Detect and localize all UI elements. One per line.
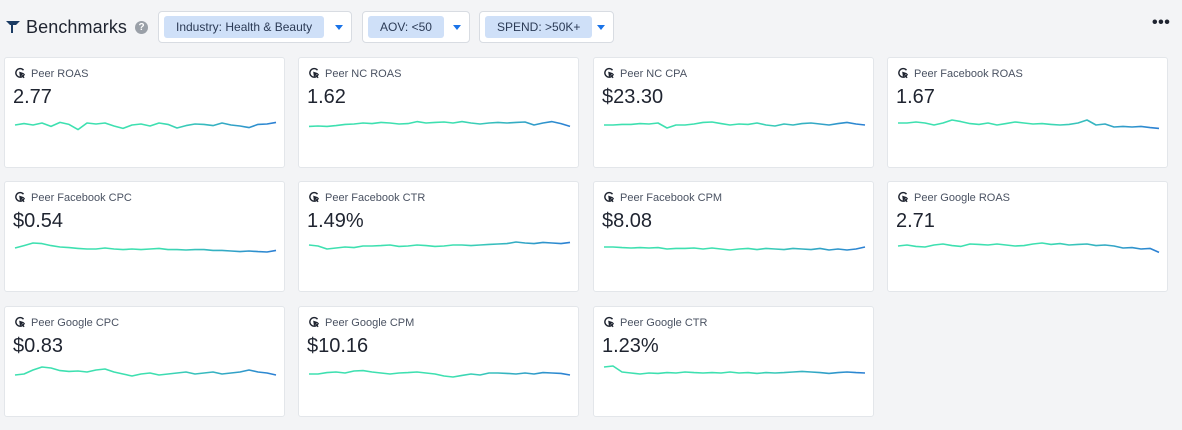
peer-benchmark-icon: [604, 316, 614, 328]
sparkline-series: [604, 246, 866, 251]
header-bar: Benchmarks ? Industry: Health & Beauty A…: [0, 0, 1182, 56]
peer-benchmark-icon: [15, 191, 25, 203]
metric-card[interactable]: Peer Facebook CPC $0.54: [4, 181, 285, 292]
sparkline-chart: [308, 120, 571, 128]
sparkline-chart: [604, 121, 866, 129]
peer-benchmark-icon: [604, 191, 614, 203]
chevron-down-icon[interactable]: [453, 25, 461, 30]
metric-card[interactable]: Peer Google CTR 1.23%: [593, 306, 874, 417]
filter-aov[interactable]: AOV: <50: [362, 11, 470, 43]
peer-benchmark-icon: [604, 67, 614, 79]
peer-benchmark-icon: [309, 191, 319, 203]
metric-value: $10.16: [307, 335, 369, 357]
sparkline-chart: [898, 119, 1160, 130]
more-options-icon[interactable]: •••: [1152, 14, 1171, 31]
sparkline-chart: [897, 242, 1160, 254]
sparkline-chart: [14, 242, 277, 253]
sparkline-chart: [14, 366, 277, 377]
page-title: Benchmarks: [26, 17, 128, 37]
filter-aov-label: AOV: <50: [368, 16, 444, 38]
metric-card[interactable]: Peer NC ROAS 1.62: [298, 57, 579, 168]
sparkline-chart: [604, 246, 866, 251]
chevron-down-icon[interactable]: [597, 25, 605, 30]
metric-label: Peer Google CPM: [325, 317, 415, 329]
help-icon[interactable]: ?: [135, 21, 148, 34]
metric-card[interactable]: Peer NC CPA $23.30: [593, 57, 874, 168]
metric-label: Peer Facebook CTR: [325, 192, 426, 204]
peer-benchmark-icon: [309, 67, 319, 79]
metric-card[interactable]: Peer Google CPC $0.83: [4, 306, 285, 417]
metric-value: 1.49%: [307, 210, 364, 232]
metric-label: Peer Facebook ROAS: [914, 68, 1023, 80]
metric-value: 1.23%: [602, 335, 659, 357]
filter-industry[interactable]: Industry: Health & Beauty: [158, 11, 352, 43]
sparkline-series: [14, 121, 277, 131]
metric-value: 2.77: [13, 86, 52, 108]
peer-benchmark-icon: [15, 67, 25, 79]
metric-value: 2.71: [896, 210, 935, 232]
metric-label: Peer Google ROAS: [914, 192, 1010, 204]
metric-card[interactable]: Peer ROAS 2.77: [4, 57, 285, 168]
sparkline-series: [897, 242, 1160, 254]
sparkline-series: [603, 365, 866, 375]
metric-card[interactable]: Peer Facebook ROAS 1.67: [887, 57, 1168, 168]
metric-label: Peer Google CPC: [31, 317, 120, 329]
metric-card[interactable]: Peer Google CPM $10.16: [298, 306, 579, 417]
metric-card[interactable]: Peer Facebook CPM $8.08: [593, 181, 874, 292]
sparkline-series: [309, 369, 571, 378]
metric-value: 1.62: [307, 86, 346, 108]
metric-label: Peer NC ROAS: [325, 68, 402, 80]
metric-value: $0.83: [13, 335, 64, 357]
metric-value: $8.08: [602, 210, 653, 232]
metric-label: Peer ROAS: [31, 68, 89, 80]
metric-card[interactable]: Peer Google ROAS 2.71: [887, 181, 1168, 292]
peer-benchmark-icon: [898, 67, 908, 79]
metric-value: $0.54: [13, 210, 64, 232]
sparkline-chart: [308, 241, 571, 250]
metric-card[interactable]: Peer Facebook CTR 1.49%: [298, 181, 579, 292]
filter-industry-label: Industry: Health & Beauty: [164, 16, 325, 38]
metric-label: Peer Google CTR: [620, 317, 708, 329]
metric-label: Peer Facebook CPC: [31, 192, 132, 204]
peer-benchmark-icon: [15, 316, 25, 328]
peer-benchmark-icon: [898, 191, 908, 203]
filter-spend-label: SPEND: >50K+: [485, 16, 593, 38]
metric-value: 1.67: [896, 86, 935, 108]
sparkline-series: [14, 242, 277, 253]
metric-label: Peer Facebook CPM: [620, 192, 723, 204]
sparkline-series: [14, 366, 277, 377]
metric-label: Peer NC CPA: [620, 68, 688, 80]
logo-icon: [6, 21, 20, 33]
sparkline-chart: [309, 369, 571, 378]
sparkline-series: [604, 121, 866, 129]
chevron-down-icon[interactable]: [335, 25, 343, 30]
filter-spend[interactable]: SPEND: >50K+: [479, 11, 614, 43]
metric-value: $23.30: [602, 86, 664, 108]
sparkline-series: [898, 119, 1160, 130]
sparkline-series: [308, 241, 571, 250]
sparkline-series: [308, 120, 571, 128]
peer-benchmark-icon: [309, 316, 319, 328]
sparkline-chart: [14, 121, 277, 131]
sparkline-chart: [603, 365, 866, 375]
